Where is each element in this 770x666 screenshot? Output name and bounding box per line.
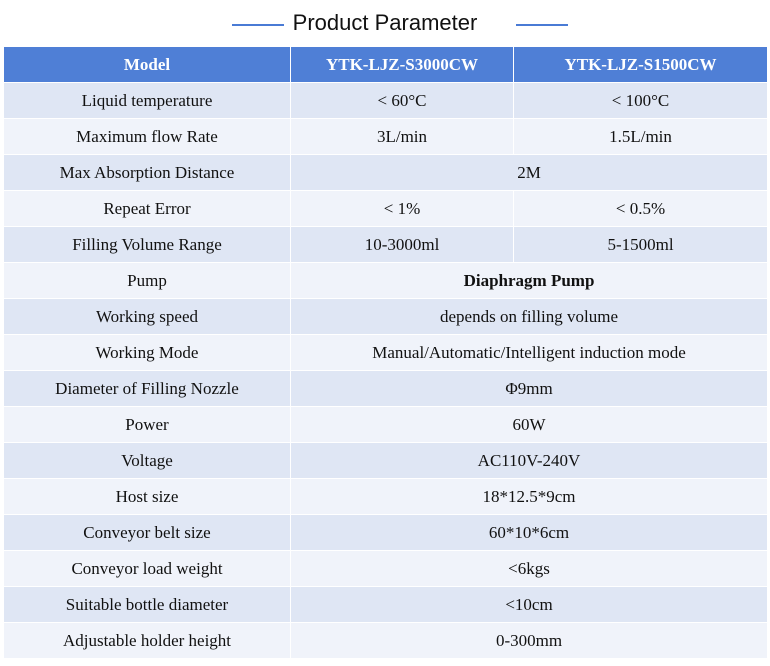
table-row: Diameter of Filling Nozzle Φ9mm xyxy=(3,370,768,407)
row-value-shared: 60*10*6cm xyxy=(290,514,768,551)
row-label: Pump xyxy=(3,262,291,299)
row-label: Suitable bottle diameter xyxy=(3,586,291,623)
row-label: Host size xyxy=(3,478,291,515)
row-value-s1500cw: < 100°C xyxy=(513,82,768,119)
row-value-s1500cw: 5-1500ml xyxy=(513,226,768,263)
row-value-shared: depends on filling volume xyxy=(290,298,768,335)
table-row: Adjustable holder height 0-300mm xyxy=(3,622,768,659)
table-row: Maximum flow Rate 3L/min 1.5L/min xyxy=(3,118,768,155)
row-label: Liquid temperature xyxy=(3,82,291,119)
row-label: Filling Volume Range xyxy=(3,226,291,263)
header-model-s3000cw: YTK-LJZ-S3000CW xyxy=(290,46,514,83)
row-value-shared: AC110V-240V xyxy=(290,442,768,479)
row-label: Power xyxy=(3,406,291,443)
table-row: Working Mode Manual/Automatic/Intelligen… xyxy=(3,334,768,371)
row-label: Conveyor load weight xyxy=(3,550,291,587)
title-decoration-right xyxy=(516,24,568,26)
table-row: Power 60W xyxy=(3,406,768,443)
row-value-s1500cw: 1.5L/min xyxy=(513,118,768,155)
row-value-shared: <10cm xyxy=(290,586,768,623)
row-value-s3000cw: 3L/min xyxy=(290,118,514,155)
row-label: Max Absorption Distance xyxy=(3,154,291,191)
row-value-shared: Φ9mm xyxy=(290,370,768,407)
row-value-shared: 60W xyxy=(290,406,768,443)
row-label: Diameter of Filling Nozzle xyxy=(3,370,291,407)
title-bar: Product Parameter xyxy=(0,0,770,46)
row-value-shared: Diaphragm Pump xyxy=(290,262,768,299)
row-value-shared: <6kgs xyxy=(290,550,768,587)
row-value-shared: 0-300mm xyxy=(290,622,768,659)
row-label: Adjustable holder height xyxy=(3,622,291,659)
row-value-s3000cw: < 1% xyxy=(290,190,514,227)
table-row: Voltage AC110V-240V xyxy=(3,442,768,479)
row-label: Working Mode xyxy=(3,334,291,371)
row-value-s3000cw: 10-3000ml xyxy=(290,226,514,263)
table-row: Filling Volume Range 10-3000ml 5-1500ml xyxy=(3,226,768,263)
table-row: Conveyor belt size 60*10*6cm xyxy=(3,514,768,551)
table-row: Conveyor load weight <6kgs xyxy=(3,550,768,587)
row-value-s3000cw: < 60°C xyxy=(290,82,514,119)
row-value-shared: 18*12.5*9cm xyxy=(290,478,768,515)
row-label: Repeat Error xyxy=(3,190,291,227)
parameter-table: Model YTK-LJZ-S3000CW YTK-LJZ-S1500CW Li… xyxy=(3,46,768,659)
table-row: Max Absorption Distance 2M xyxy=(3,154,768,191)
row-label: Working speed xyxy=(3,298,291,335)
row-value-shared: Manual/Automatic/Intelligent induction m… xyxy=(290,334,768,371)
table-row: Liquid temperature < 60°C < 100°C xyxy=(3,82,768,119)
page-title: Product Parameter xyxy=(292,10,478,35)
table-header-row: Model YTK-LJZ-S3000CW YTK-LJZ-S1500CW xyxy=(3,46,768,83)
row-label: Maximum flow Rate xyxy=(3,118,291,155)
row-value-shared: 2M xyxy=(290,154,768,191)
row-label: Conveyor belt size xyxy=(3,514,291,551)
table-row: Pump Diaphragm Pump xyxy=(3,262,768,299)
header-model: Model xyxy=(3,46,291,83)
title-decoration-left xyxy=(232,24,284,26)
row-value-s1500cw: < 0.5% xyxy=(513,190,768,227)
table-row: Suitable bottle diameter <10cm xyxy=(3,586,768,623)
row-label: Voltage xyxy=(3,442,291,479)
table-row: Working speed depends on filling volume xyxy=(3,298,768,335)
header-model-s1500cw: YTK-LJZ-S1500CW xyxy=(513,46,768,83)
table-row: Host size 18*12.5*9cm xyxy=(3,478,768,515)
table-row: Repeat Error < 1% < 0.5% xyxy=(3,190,768,227)
